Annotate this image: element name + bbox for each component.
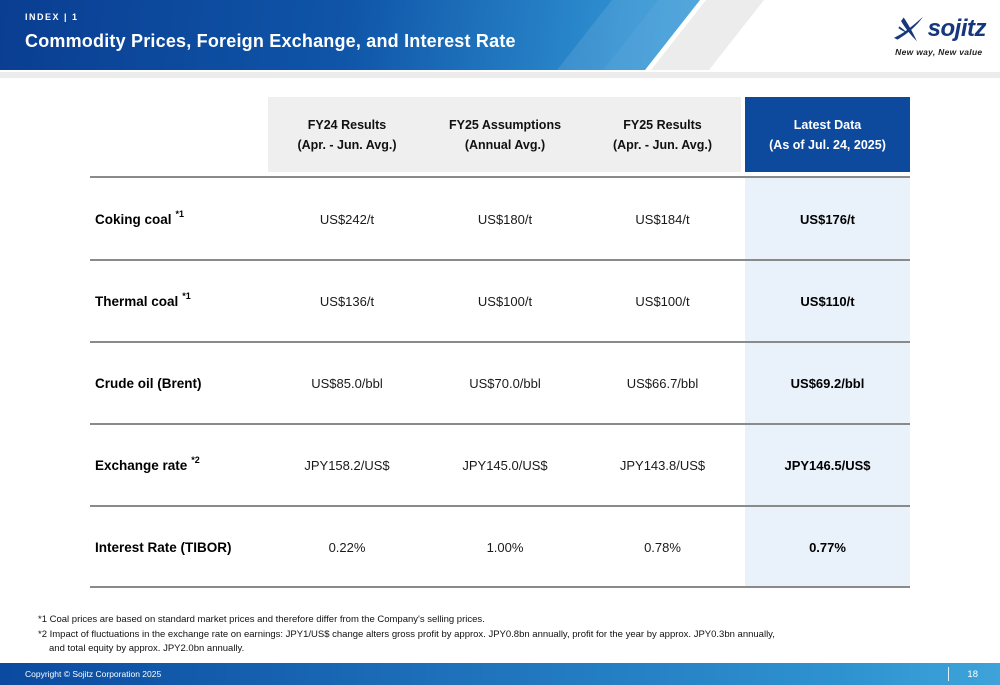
cell-latest-data: US$176/t <box>741 178 910 260</box>
logo-row: sojitz <box>892 14 987 44</box>
sojitz-star-icon <box>893 16 923 42</box>
column-header-fy24-results: FY24 Results (Apr. - Jun. Avg.) <box>268 97 426 172</box>
column-header-line1: FY25 Assumptions <box>448 117 562 132</box>
table-row-thermal-coal: Thermal coal *1 US$136/t US$100/t US$100/… <box>40 260 910 342</box>
column-header-line2: (Apr. - Jun. Avg.) <box>297 137 397 152</box>
copyright-text: Copyright © Sojitz Corporation 2025 <box>25 669 162 679</box>
cell-fy24-results: 0.22% <box>328 539 366 555</box>
cell-latest-data: JPY146.5/US$ <box>741 424 910 506</box>
row-divider <box>90 423 910 425</box>
cell-fy24-results: US$136/t <box>319 293 375 309</box>
table-row-interest-rate: Interest Rate (TIBOR) 0.22% 1.00% 0.78% … <box>40 506 910 588</box>
row-divider <box>90 259 910 261</box>
cell-latest-data: 0.77% <box>741 506 910 588</box>
footnote-1: *1 Coal prices are based on standard mar… <box>38 614 485 625</box>
page-number: 18 <box>967 668 978 680</box>
footnotes: *1 Coal prices are based on standard mar… <box>38 613 775 657</box>
cell-fy25-assumptions: JPY145.0/US$ <box>462 457 548 473</box>
table-body: Coking coal *1 US$242/t US$180/t US$184/t… <box>40 176 910 588</box>
cell-fy25-results: US$184/t <box>635 211 690 227</box>
cell-latest-data: US$69.2/bbl <box>741 342 910 424</box>
row-label: Thermal coal *1 <box>40 260 268 342</box>
page-title: Commodity Prices, Foreign Exchange, and … <box>25 31 516 51</box>
row-label: Coking coal *1 <box>40 178 268 260</box>
row-divider <box>90 341 910 343</box>
column-header-line1: Latest Data <box>793 117 862 132</box>
header-blue-shape <box>0 0 700 70</box>
row-label-text: Crude oil (Brent) <box>95 375 202 391</box>
header-underline <box>0 72 1000 78</box>
table-row-crude-oil: Crude oil (Brent) US$85.0/bbl US$70.0/bb… <box>40 342 910 424</box>
table-header-row: FY24 Results (Apr. - Jun. Avg.) FY25 Ass… <box>40 97 910 172</box>
column-header-line1: FY24 Results <box>307 117 387 132</box>
column-header-fy25-results: FY25 Results (Apr. - Jun. Avg.) <box>584 97 741 172</box>
row-divider <box>90 176 910 178</box>
header-banner: INDEX | 1 Commodity Prices, Foreign Exch… <box>0 0 1000 86</box>
footnote-ref: *1 <box>175 209 185 219</box>
row-divider <box>90 586 910 588</box>
cell-fy24-results: US$242/t <box>319 211 375 227</box>
cell-latest-data: US$110/t <box>741 260 910 342</box>
row-label: Exchange rate *2 <box>40 424 268 506</box>
table-row-exchange-rate: Exchange rate *2 JPY158.2/US$ JPY145.0/US… <box>40 424 910 506</box>
row-label-text: Interest Rate (TIBOR) <box>95 539 232 555</box>
column-header-fy25-assumptions: FY25 Assumptions (Annual Avg.) <box>426 97 584 172</box>
cell-fy24-results: US$85.0/bbl <box>311 375 383 391</box>
row-label-text: Thermal coal <box>95 293 179 309</box>
column-header-line2: (As of Jul. 24, 2025) <box>769 137 886 152</box>
row-label: Interest Rate (TIBOR) <box>40 506 268 588</box>
logo-tagline: New way, New value <box>895 47 983 57</box>
footnote-ref: *2 <box>191 455 200 465</box>
sojitz-logo: sojitz New way, New value <box>892 14 987 57</box>
footnote-ref: *1 <box>182 291 191 301</box>
footnote-2-continued: and total equity by approx. JPY2.0bn ann… <box>49 643 245 655</box>
cell-fy25-assumptions: US$180/t <box>477 211 533 227</box>
row-label-text: Exchange rate <box>95 457 188 473</box>
footnote-2: *2 Impact of fluctuations in the exchang… <box>38 628 775 640</box>
column-header-latest-data: Latest Data (As of Jul. 24, 2025) <box>741 97 910 172</box>
cell-fy25-results: US$66.7/bbl <box>626 375 699 391</box>
cell-fy25-results: 0.78% <box>644 539 681 555</box>
column-header-line2: (Apr. - Jun. Avg.) <box>612 137 713 152</box>
table-row-coking-coal: Coking coal *1 US$242/t US$180/t US$184/t… <box>40 178 910 260</box>
column-header-line1: FY25 Results <box>623 117 702 132</box>
commodity-table: FY24 Results (Apr. - Jun. Avg.) FY25 Ass… <box>40 97 910 588</box>
logo-wordmark: sojitz <box>927 15 987 42</box>
header-text-block: INDEX | 1 Commodity Prices, Foreign Exch… <box>25 12 516 52</box>
header-spacer-cell <box>40 97 268 172</box>
row-label: Crude oil (Brent) <box>40 342 268 424</box>
index-label: INDEX | 1 <box>25 12 79 22</box>
cell-fy25-results: US$100/t <box>635 293 690 309</box>
cell-fy25-assumptions: US$100/t <box>477 293 533 309</box>
row-divider <box>90 505 910 507</box>
cell-fy25-assumptions: US$70.0/bbl <box>469 375 541 391</box>
footer-bar: Copyright © Sojitz Corporation 2025 18 <box>0 663 1000 685</box>
cell-fy25-results: JPY143.8/US$ <box>619 457 706 473</box>
row-label-text: Coking coal <box>95 211 172 227</box>
page-number-separator <box>948 667 950 681</box>
cell-fy25-assumptions: 1.00% <box>486 539 524 555</box>
column-header-line2: (Annual Avg.) <box>464 137 546 152</box>
cell-fy24-results: JPY158.2/US$ <box>304 457 390 473</box>
